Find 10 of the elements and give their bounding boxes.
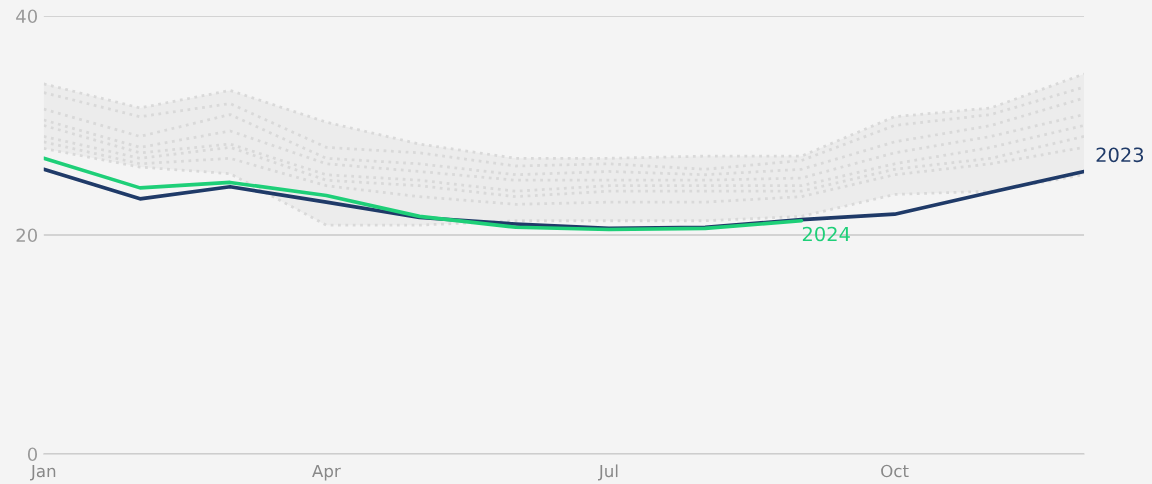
x-tick-label: Apr [312, 464, 341, 481]
y-tick-label: 20 [16, 228, 38, 243]
x-tick-label: Oct [881, 464, 909, 478]
series-label: 2024 [802, 226, 850, 242]
series-label: 2023 [1096, 147, 1144, 163]
y-tick-label: 40 [16, 9, 38, 24]
y-tick-label: 0 [27, 447, 38, 462]
x-tick-label: Jul [598, 464, 618, 481]
x-tick-label: Jan [30, 464, 56, 481]
line-series [43, 156, 804, 232]
